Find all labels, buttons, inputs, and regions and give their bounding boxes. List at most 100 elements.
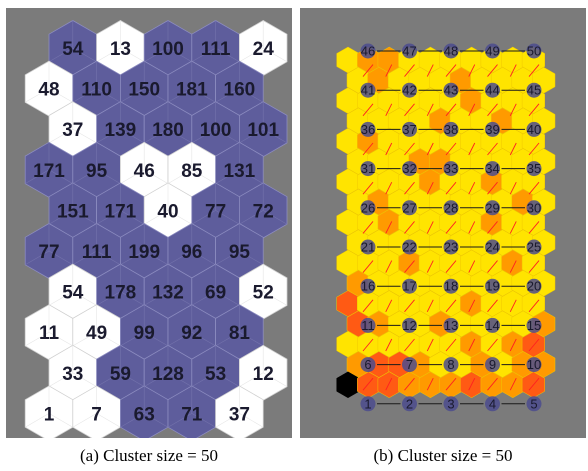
graph-node-label: 35	[527, 161, 541, 176]
hex-facet-line	[120, 47, 145, 63]
graph-node-label: 41	[361, 83, 375, 98]
graph-node	[526, 396, 542, 412]
hex-cell: 37	[48, 101, 97, 158]
hex-facet-line	[167, 128, 192, 144]
hex-label: 110	[81, 80, 112, 101]
graph-node-label: 39	[485, 122, 499, 137]
hex-facet-line	[239, 331, 264, 347]
hex-facet-line	[48, 250, 73, 266]
graph-diag-edge	[445, 260, 457, 273]
graph-diag-edge	[487, 142, 498, 156]
hex-facet-line	[215, 250, 240, 266]
graph-diag-edge	[385, 260, 393, 273]
graph-node	[402, 82, 417, 98]
hex-label: 33	[62, 364, 83, 385]
graph-diag-edge	[404, 181, 415, 195]
graph-diag-edge	[509, 103, 517, 117]
graph-node	[360, 200, 376, 216]
hex-facet-line	[215, 210, 240, 225]
graph-diag-edge	[362, 64, 374, 77]
hex-facet-line	[48, 291, 73, 306]
hex-label: 1	[44, 404, 55, 425]
graph-diag-edge	[445, 181, 457, 195]
hex-facet-line	[96, 47, 121, 63]
graph-diag-edge	[445, 377, 457, 391]
graph-node-label: 15	[527, 318, 541, 333]
graph-node	[526, 357, 542, 373]
hex-facet-line	[215, 47, 240, 63]
hex-facet-line	[48, 372, 73, 387]
hex-facet-line	[72, 88, 97, 103]
hex-cell: 24	[238, 20, 288, 76]
hex-cell: 54	[48, 263, 97, 320]
hex-facet-line	[167, 88, 192, 103]
graph-node-label: 1	[364, 396, 371, 411]
hex-label: 63	[134, 404, 155, 425]
graph-node	[526, 82, 542, 98]
hex-facet-line	[72, 210, 97, 225]
hex-cell: 77	[191, 182, 240, 239]
graph-node-label: 31	[361, 161, 375, 176]
hex-facet-line	[48, 413, 73, 428]
hex-label: 49	[86, 323, 107, 344]
hex-facet-line	[167, 291, 192, 306]
graph-node-label: 37	[402, 122, 416, 137]
graph-diag-edge	[528, 142, 540, 156]
hex-label: 181	[176, 80, 208, 101]
graph-diag-edge	[509, 338, 517, 352]
hex-facet-line	[48, 88, 73, 103]
hex-facet-line	[263, 372, 288, 387]
graph-node	[485, 239, 500, 255]
graph-diag-edge	[404, 260, 415, 273]
graph-node	[443, 82, 459, 98]
hex-facet-line	[144, 250, 169, 266]
hex-label: 160	[224, 80, 256, 101]
hex-facet-line	[239, 210, 264, 225]
graph-node-label: 16	[361, 279, 375, 294]
hex-facet-line	[96, 88, 121, 103]
graph-diag-edge	[487, 299, 498, 313]
hex-facet-line	[167, 250, 192, 266]
graph-node	[402, 278, 417, 294]
graph-diag-edge	[426, 221, 434, 234]
hex-facet-line	[120, 128, 145, 144]
hex-label: 100	[200, 120, 232, 141]
graph-node-label: 3	[447, 396, 454, 411]
graph-node-label: 17	[402, 279, 416, 294]
graph-diag-edge	[445, 142, 457, 156]
graph-node	[443, 357, 459, 373]
graph-node	[526, 317, 542, 333]
hex-label: 52	[253, 283, 274, 304]
hex-facet-line	[167, 169, 192, 184]
hex-facet-line	[72, 372, 97, 387]
graph-diag-edge	[404, 338, 415, 352]
hex-label: 95	[229, 242, 251, 263]
graph-node	[443, 396, 459, 412]
hex-facet-line	[48, 210, 73, 225]
hex-cell: 53	[191, 344, 240, 401]
graph-diag-edge	[468, 338, 476, 352]
graph-node	[443, 317, 459, 333]
graph-diag-edge	[385, 299, 393, 313]
hex-cell: 54	[48, 20, 97, 76]
panel-a-hex-cluster-map: 54 13 100 111 24 48 110 150 181 160 37 139 180 100 101…	[6, 8, 292, 438]
graph-node-label: 2	[406, 396, 413, 411]
panel-b-heatmap-graph: 46 47 48 49 50 41 42 43 44 45 36 37 38 39 40 31 32 33 34 35…	[300, 8, 586, 438]
hex-label: 53	[205, 364, 226, 385]
graph-node-label: 43	[444, 83, 458, 98]
graph-diag-edge	[509, 260, 517, 273]
hex-label: 111	[201, 39, 231, 60]
graph-node-label: 21	[361, 240, 375, 255]
hex-facet-line	[263, 128, 288, 144]
graph-diag-edge	[468, 260, 476, 273]
graph-node-label: 26	[361, 200, 375, 215]
graph-diag-edge	[528, 64, 540, 77]
graph-diag-edge	[426, 142, 434, 156]
graph-node-label: 48	[444, 44, 458, 59]
hex-facet-line	[96, 128, 121, 144]
hex-facet-line	[215, 128, 240, 144]
hex-label: 111	[82, 242, 112, 263]
graph-diag-edge	[468, 103, 476, 117]
graph-diag-edge	[404, 221, 415, 234]
